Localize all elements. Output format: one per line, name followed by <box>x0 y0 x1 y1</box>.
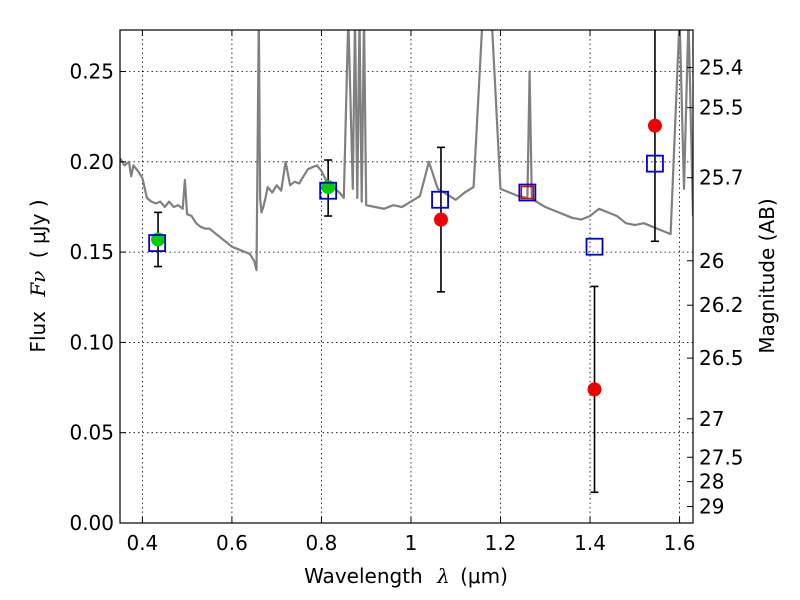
y2-axis-label: Magnitude (AB) <box>755 198 779 353</box>
x-axis-label-symbol: λ <box>436 564 450 588</box>
predicted-square <box>585 237 604 256</box>
y-axis-label-symbol: Fν <box>26 271 50 298</box>
y2-tick-label: 26.5 <box>699 346 744 370</box>
y2-tick-label: 27.5 <box>699 445 744 469</box>
predicted-square <box>148 234 167 252</box>
x-tick-label: 1.2 <box>485 531 517 555</box>
y-tick-label: 0.20 <box>69 150 114 174</box>
x-tick-label: 1.6 <box>664 531 696 555</box>
nir-point <box>587 382 602 397</box>
y2-tick-label: 29 <box>699 495 724 519</box>
y2-tick-label: 28 <box>699 470 724 494</box>
markers-layer <box>148 30 664 494</box>
x-axis-label: Wavelength λ (μm) <box>304 564 508 588</box>
nir-point <box>433 212 448 227</box>
plot-frame <box>119 29 694 524</box>
y-axis-label-unit: ( μJy ) <box>26 199 50 258</box>
plot-background <box>120 30 693 523</box>
predicted-highlight-square <box>520 185 535 200</box>
x-tick-label: 1.4 <box>574 531 606 555</box>
nir-point <box>647 118 662 133</box>
y-tick-label: 0.10 <box>69 330 114 354</box>
predicted-square <box>319 181 338 200</box>
y2-tick-label: 26.2 <box>699 293 744 317</box>
x-axis-label-prefix: Wavelength <box>304 564 423 588</box>
ticks: 0.4 0.6 0.8 1 1.2 1.4 1.6 0.00 0.05 0.10 0.15 0.20 0… <box>69 30 744 555</box>
y-tick-label: 0.15 <box>69 240 114 264</box>
y2-tick-label: 27 <box>699 407 724 431</box>
y-axis-label: Flux Fν ( μJy ) <box>26 199 50 352</box>
predicted-square <box>431 190 449 209</box>
y-axis-label-prefix: Flux <box>26 311 50 353</box>
x-tick-label: 1 <box>405 531 418 555</box>
x-axis-label-unit: (μm) <box>460 564 508 588</box>
y-tick-label: 0.00 <box>69 511 114 535</box>
predicted-square <box>646 154 664 173</box>
x-tick-label: 0.6 <box>216 531 248 555</box>
y-tick-label: 0.05 <box>69 421 114 445</box>
x-tick-label: 0.8 <box>306 531 338 555</box>
x-tick-label: 0.4 <box>126 531 158 555</box>
y2-tick-label: 25.4 <box>699 56 744 80</box>
y2-tick-label: 25.5 <box>699 96 744 120</box>
y-tick-label: 0.25 <box>69 60 114 84</box>
y2-tick-label: 25.7 <box>699 166 744 190</box>
predicted-square <box>518 183 537 202</box>
y2-tick-label: 26 <box>699 249 724 273</box>
